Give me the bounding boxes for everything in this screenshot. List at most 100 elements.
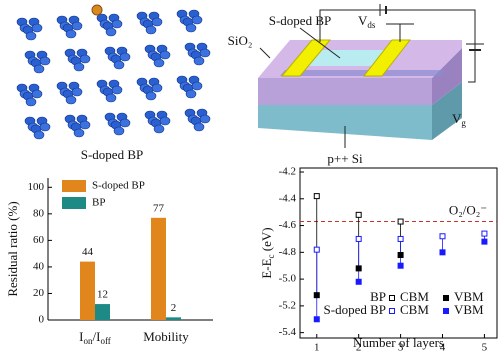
legend-group: BP xyxy=(370,289,386,304)
y-tick-label: 80 xyxy=(33,207,45,219)
reference-label: O₂/O₂⁻ xyxy=(449,203,487,218)
atom xyxy=(153,58,165,68)
x-tick-label-part: /I xyxy=(93,329,101,344)
atom xyxy=(65,95,77,105)
atom xyxy=(113,60,125,70)
atom xyxy=(191,15,203,25)
bar xyxy=(151,217,166,320)
atom xyxy=(73,128,85,138)
gate-label-part: g xyxy=(461,118,466,128)
atom xyxy=(199,48,211,58)
atom xyxy=(25,97,37,107)
y-axis-label: Residual ratio (%) xyxy=(5,201,20,296)
atom xyxy=(145,25,157,35)
point xyxy=(397,252,404,259)
point xyxy=(355,278,362,285)
x-axis-label: Number of layers xyxy=(353,335,444,350)
atom xyxy=(71,21,83,31)
value-label: 2 xyxy=(171,302,177,314)
drain-label: Vds xyxy=(358,13,376,30)
atom xyxy=(31,23,43,33)
atom xyxy=(159,50,171,60)
substrate-front xyxy=(258,105,432,140)
bar xyxy=(166,317,181,320)
layer-edge xyxy=(280,70,445,76)
legend-marker xyxy=(389,308,395,314)
x-tick-label-part: on xyxy=(84,336,94,346)
legend-marker xyxy=(443,295,449,301)
x-tick-label-part: I xyxy=(79,329,83,344)
value-label: 44 xyxy=(82,246,94,258)
atom xyxy=(65,29,77,39)
molecule-structure xyxy=(16,4,211,140)
point xyxy=(313,246,320,253)
x-tick-label: 2 xyxy=(356,342,362,353)
device-schematic xyxy=(258,4,484,148)
atom xyxy=(151,83,163,93)
atom xyxy=(159,116,171,126)
y-axis-label-part: E-E xyxy=(259,258,274,278)
point xyxy=(313,193,320,200)
y-axis-label-part: (eV) xyxy=(259,227,274,254)
atom xyxy=(25,31,37,41)
x-tick-label: 5 xyxy=(482,342,488,353)
channel xyxy=(308,50,395,66)
x-tick-label-part: Mobility xyxy=(143,329,189,344)
y-tick-label: -5.0 xyxy=(279,273,297,285)
x-tick-label: 1 xyxy=(314,342,320,353)
point xyxy=(481,238,488,245)
legend-swatch xyxy=(62,180,86,192)
atom xyxy=(111,19,123,29)
atom xyxy=(39,56,51,66)
dopant-atom xyxy=(91,4,103,16)
y-tick-label: -4.4 xyxy=(279,192,297,204)
atom xyxy=(193,56,205,66)
legend-label: CBM xyxy=(400,289,429,304)
channel-label: S-doped BP xyxy=(269,13,331,28)
molecule-label: S-doped BP xyxy=(81,147,143,162)
oxide-side xyxy=(432,48,462,105)
atom xyxy=(111,85,123,95)
plot-frame xyxy=(299,167,498,339)
y-tick-label: -5.4 xyxy=(279,326,297,338)
arrow xyxy=(259,47,271,59)
y-tick-label: -5.2 xyxy=(279,299,296,311)
y-tick-label: -4.6 xyxy=(279,219,297,231)
point xyxy=(313,316,320,323)
point xyxy=(313,292,320,299)
point xyxy=(481,230,488,237)
atom xyxy=(79,120,91,130)
y-tick-label: 0 xyxy=(39,314,45,326)
x-tick-label-part: off xyxy=(100,336,110,346)
gate-label-part: V xyxy=(452,111,462,126)
substrate-side xyxy=(432,82,462,140)
point xyxy=(355,235,362,242)
atom xyxy=(153,124,165,134)
atom xyxy=(145,91,157,101)
bar xyxy=(95,304,110,320)
atom xyxy=(151,17,163,27)
gate-label: Vg xyxy=(452,111,466,128)
atom xyxy=(185,23,197,33)
point xyxy=(439,233,446,240)
atom xyxy=(33,64,45,74)
electrode xyxy=(362,39,412,77)
atom xyxy=(73,62,85,72)
y-tick-label: 60 xyxy=(33,234,45,246)
atom xyxy=(33,130,45,140)
legend-label: BP xyxy=(92,197,105,209)
atom xyxy=(185,89,197,99)
point xyxy=(355,211,362,218)
legend-label: VBM xyxy=(454,302,484,317)
y-axis-label-part: c xyxy=(266,254,276,258)
legend-marker xyxy=(443,308,449,314)
point xyxy=(439,249,446,256)
x-tick-label: 4 xyxy=(440,342,446,353)
legend-group: S-doped BP xyxy=(324,302,386,317)
y-tick-label: -4.8 xyxy=(279,246,297,258)
wire xyxy=(319,9,476,83)
drain-label-part: V xyxy=(358,13,368,28)
point xyxy=(397,235,404,242)
